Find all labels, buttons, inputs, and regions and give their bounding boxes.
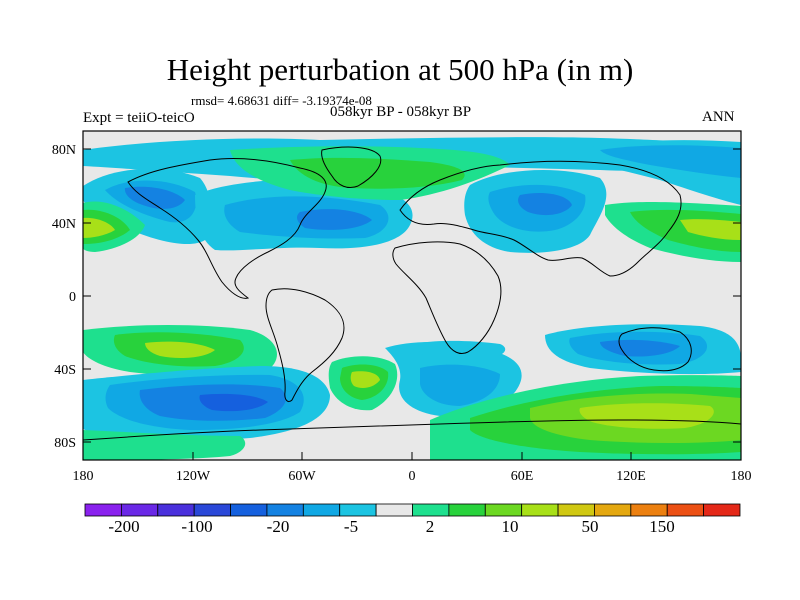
colorbar-swatch (193, 503, 231, 517)
north-atlantic-blue-anomaly (195, 179, 413, 251)
colorbar-labels: -200 -100 -20 -5 2 10 50 150 (108, 517, 674, 536)
colorbar (84, 503, 741, 517)
colorbar-swatch (448, 503, 486, 517)
southern-ocean-green-band (430, 375, 741, 460)
colorbar-swatch (521, 503, 559, 517)
colorbar-swatch (339, 503, 377, 517)
lat-tick-label: 40N (52, 217, 76, 232)
period-label: 058kyr BP - 058kyr BP (330, 104, 472, 120)
south-atlantic-green-anomaly (328, 356, 398, 411)
colorbar-label: 50 (582, 517, 599, 536)
arctic-green-anomaly (83, 137, 741, 200)
lat-axis: 80N 40N 0 40S 80S (52, 143, 741, 451)
colorbar-label: 150 (649, 517, 675, 536)
eurasia-blue-anomaly (464, 169, 607, 253)
map-title: Height perturbation at 500 hPa (in m) (166, 52, 634, 87)
colorbar-label: 10 (502, 517, 519, 536)
colorbar-swatch (557, 503, 595, 517)
lat-tick-label: 80S (54, 436, 76, 451)
south-indian-blue-anomaly (545, 324, 741, 375)
lon-tick-label: 120E (616, 469, 646, 484)
lat-tick-label: 0 (69, 290, 76, 305)
season-label: ANN (702, 109, 735, 125)
colorbar-swatch (120, 503, 159, 517)
coast-australia (618, 327, 692, 372)
statistics-label: rmsd= 4.68631 diff= -3.19374e-08 (191, 93, 372, 108)
lon-tick-label: 180 (731, 469, 752, 484)
east-asia-blue-anomaly (575, 140, 741, 205)
colorbar-swatch (630, 503, 668, 517)
contour-field (83, 131, 741, 460)
colorbar-swatch (703, 503, 741, 517)
south-atlantic-blue-anomaly (385, 340, 522, 417)
coast-antarctica (83, 419, 741, 441)
lat-tick-label: 80N (52, 143, 76, 158)
coast-south-america (265, 288, 345, 403)
colorbar-label: -5 (344, 517, 358, 536)
colorbar-swatch (666, 503, 705, 517)
colorbar-label: 2 (426, 517, 435, 536)
lat-tick-label: 40S (54, 363, 76, 378)
coast-europe-asia (399, 160, 682, 277)
experiment-label: Expt = teiiO-teicO (83, 110, 195, 126)
colorbar-swatch (302, 503, 341, 517)
lon-tick-label: 120W (176, 469, 211, 484)
colorbar-label: -100 (181, 517, 212, 536)
lon-axis: 180 120W 60W 0 60E 120E 180 (73, 452, 752, 484)
lon-tick-label: 0 (409, 469, 416, 484)
south-pacific-blue-anomaly (83, 366, 330, 441)
colorbar-swatch (412, 503, 450, 517)
lon-tick-label: 180 (73, 469, 94, 484)
lon-tick-label: 60W (288, 469, 316, 484)
coast-africa (392, 241, 502, 355)
colorbar-swatch (375, 503, 413, 517)
colorbar-swatch (594, 503, 632, 517)
colorbar-swatch (157, 503, 195, 517)
colorbar-label: -20 (267, 517, 290, 536)
coast-north-america (127, 157, 327, 299)
colorbar-swatch (84, 503, 122, 517)
northwest-pacific-green-band (605, 202, 741, 262)
south-pacific-green-anomaly (83, 325, 277, 378)
coastlines (83, 146, 741, 441)
colorbar-swatch (266, 503, 304, 517)
lon-tick-label: 60E (511, 469, 534, 484)
colorbar-swatch (230, 503, 268, 517)
colorbar-label: -200 (108, 517, 139, 536)
north-pacific-green-band (83, 201, 145, 252)
north-pacific-blue-anomaly (83, 168, 211, 245)
colorbar-swatch (484, 503, 523, 517)
coast-greenland (321, 146, 382, 189)
